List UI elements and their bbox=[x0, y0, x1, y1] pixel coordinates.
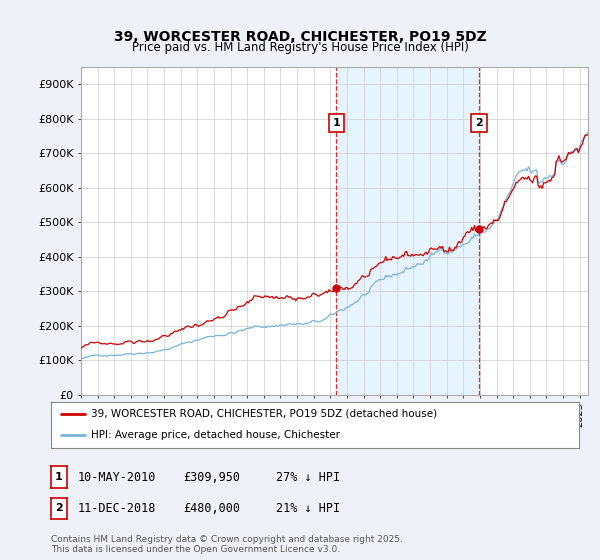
Text: 11-DEC-2018: 11-DEC-2018 bbox=[78, 502, 157, 515]
Text: Contains HM Land Registry data © Crown copyright and database right 2025.
This d: Contains HM Land Registry data © Crown c… bbox=[51, 535, 403, 554]
Text: 1: 1 bbox=[332, 118, 340, 128]
Text: 27% ↓ HPI: 27% ↓ HPI bbox=[276, 470, 340, 484]
Text: 10-MAY-2010: 10-MAY-2010 bbox=[78, 470, 157, 484]
Text: £480,000: £480,000 bbox=[183, 502, 240, 515]
Text: 39, WORCESTER ROAD, CHICHESTER, PO19 5DZ (detached house): 39, WORCESTER ROAD, CHICHESTER, PO19 5DZ… bbox=[91, 409, 437, 418]
Bar bbox=[337, 67, 479, 395]
Text: 39, WORCESTER ROAD, CHICHESTER, PO19 5DZ: 39, WORCESTER ROAD, CHICHESTER, PO19 5DZ bbox=[113, 30, 487, 44]
Text: HPI: Average price, detached house, Chichester: HPI: Average price, detached house, Chic… bbox=[91, 430, 340, 440]
Text: 21% ↓ HPI: 21% ↓ HPI bbox=[276, 502, 340, 515]
Text: 2: 2 bbox=[475, 118, 483, 128]
Text: £309,950: £309,950 bbox=[183, 470, 240, 484]
Text: 2: 2 bbox=[55, 503, 62, 514]
Text: Price paid vs. HM Land Registry's House Price Index (HPI): Price paid vs. HM Land Registry's House … bbox=[131, 41, 469, 54]
Text: 1: 1 bbox=[55, 472, 62, 482]
